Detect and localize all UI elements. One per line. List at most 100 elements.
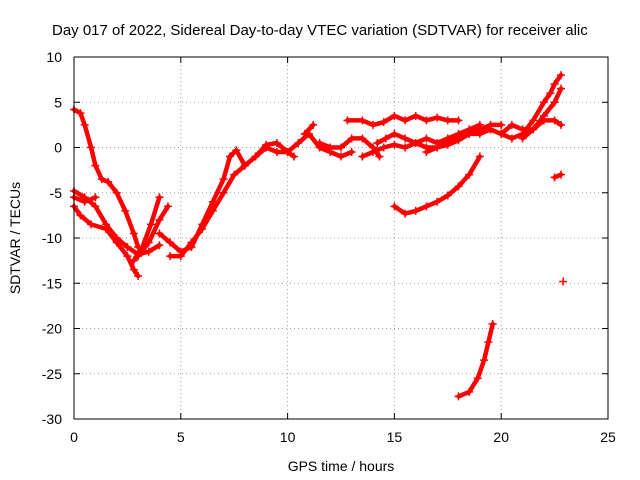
- series-line: [71, 204, 141, 279]
- x-tick-label: 25: [600, 429, 616, 445]
- series-track-13: [343, 111, 463, 129]
- data-point: [443, 140, 452, 149]
- data-point: [283, 148, 292, 157]
- data-point: [347, 134, 356, 143]
- data-point: [497, 120, 506, 129]
- data-point: [176, 252, 185, 261]
- data-point: [163, 202, 172, 211]
- x-tick-label: 10: [280, 429, 296, 445]
- data-point: [219, 175, 228, 184]
- data-point: [557, 84, 566, 93]
- data-point: [134, 272, 143, 281]
- data-point: [401, 209, 410, 218]
- data-point: [390, 202, 399, 211]
- x-tick-label: 20: [493, 429, 509, 445]
- data-point: [155, 193, 164, 202]
- data-point: [529, 116, 538, 125]
- y-tick-label: -25: [42, 366, 62, 382]
- data-point: [390, 129, 399, 138]
- data-point: [337, 143, 345, 152]
- data-point: [550, 116, 559, 125]
- series-track-7: [155, 143, 292, 256]
- series-track-11: [315, 134, 384, 161]
- data-point: [433, 113, 442, 122]
- grid-lines: [74, 57, 608, 419]
- data-point: [123, 243, 132, 252]
- data-point: [550, 173, 559, 182]
- data-point: [422, 134, 431, 143]
- data-point: [155, 229, 164, 238]
- axis-ticks: 0 5 10 15 20 25 -30 -25 -20 -15 -10 -5 0 5 10: [42, 49, 616, 445]
- data-point: [121, 206, 130, 215]
- data-point: [272, 148, 281, 157]
- data-point: [134, 252, 143, 261]
- data-point: [539, 98, 548, 107]
- x-tick-label: 5: [177, 429, 185, 445]
- data-point: [475, 125, 484, 134]
- x-tick-label: 15: [387, 429, 403, 445]
- data-point: [104, 177, 113, 186]
- data-point: [315, 138, 324, 147]
- data-point: [91, 193, 100, 202]
- data-point: [373, 138, 382, 147]
- data-point: [488, 319, 497, 328]
- data-point: [401, 134, 410, 143]
- x-tick-label: 0: [70, 429, 78, 445]
- y-tick-label: -5: [50, 185, 63, 201]
- data-point: [454, 392, 463, 401]
- y-tick-label: -30: [42, 411, 62, 427]
- plot-frame: [73, 56, 609, 420]
- data-point: [112, 188, 121, 197]
- series-track-19: [497, 71, 566, 143]
- data-point: [422, 202, 431, 211]
- data-point: [187, 238, 196, 247]
- data-point: [198, 224, 207, 233]
- series-track-17: [454, 319, 497, 401]
- data-point: [401, 116, 410, 125]
- series-line: [167, 140, 297, 259]
- data-point: [454, 182, 463, 191]
- data-series: [70, 71, 568, 401]
- data-point: [411, 138, 420, 147]
- data-point: [559, 277, 568, 286]
- data-point: [76, 211, 85, 220]
- data-point: [219, 188, 228, 197]
- data-point: [272, 138, 281, 147]
- series-track-8: [166, 138, 299, 261]
- y-tick-label: 0: [54, 140, 62, 156]
- data-point: [546, 89, 555, 98]
- data-point: [381, 134, 390, 143]
- data-point: [343, 116, 352, 125]
- data-point: [87, 143, 96, 152]
- data-point: [166, 252, 175, 261]
- data-point: [91, 161, 100, 170]
- data-point: [379, 118, 388, 127]
- data-point: [539, 111, 548, 120]
- data-point: [123, 252, 132, 261]
- data-point: [390, 140, 399, 149]
- series-line: [135, 204, 171, 259]
- series-track-1: [70, 105, 147, 256]
- data-point: [87, 220, 96, 229]
- data-point: [454, 116, 463, 125]
- data-point: [486, 125, 495, 134]
- y-tick-label: 10: [46, 49, 62, 65]
- series-track-15: [390, 152, 484, 218]
- data-point: [300, 129, 309, 138]
- series-track-21: [550, 170, 566, 182]
- data-point: [401, 143, 410, 152]
- data-point: [358, 134, 367, 143]
- data-point: [557, 120, 566, 129]
- data-point: [443, 191, 452, 200]
- data-point: [225, 152, 234, 161]
- chart-title: Day 017 of 2022, Sidereal Day-to-day VTE…: [52, 22, 588, 39]
- data-point: [290, 152, 299, 161]
- data-point: [97, 175, 106, 184]
- data-point: [144, 247, 153, 256]
- data-point: [507, 134, 516, 143]
- data-point: [550, 98, 559, 107]
- data-point: [411, 206, 420, 215]
- data-point: [369, 120, 378, 129]
- data-point: [484, 338, 493, 347]
